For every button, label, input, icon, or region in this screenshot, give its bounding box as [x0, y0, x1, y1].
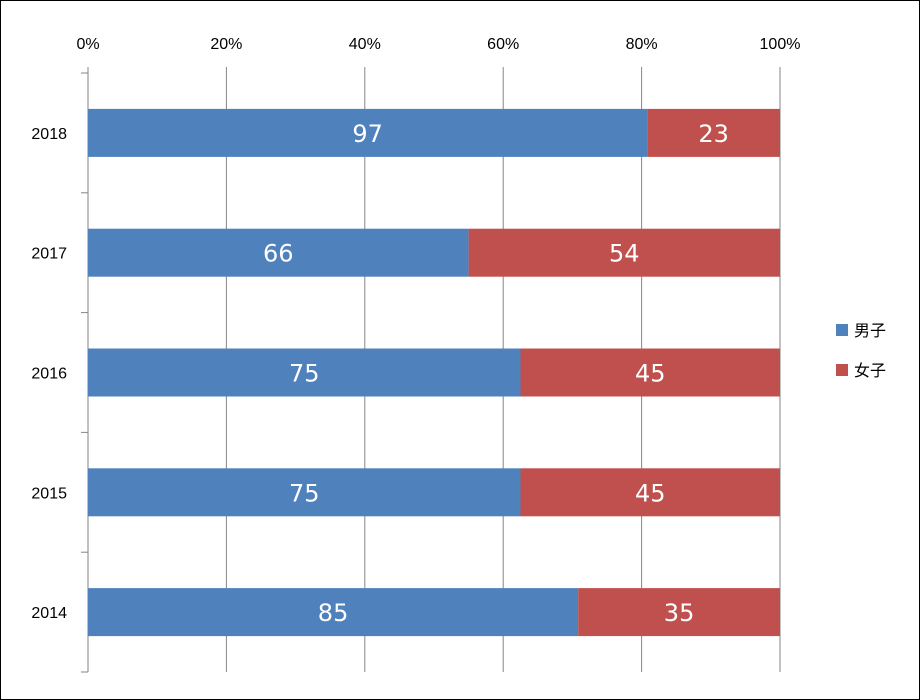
legend-swatch: [836, 364, 848, 376]
legend-swatch: [836, 324, 848, 336]
x-tick-label: 20%: [210, 36, 242, 53]
y-tick-label: 2016: [31, 366, 67, 383]
bar-series2: [520, 468, 780, 517]
data-label: 35: [664, 599, 695, 627]
y-tick-label: 2018: [31, 126, 67, 143]
data-label: 45: [635, 479, 666, 507]
x-tick-label: 0%: [76, 36, 99, 53]
data-label: 85: [318, 599, 349, 627]
x-tick-label: 80%: [626, 36, 658, 53]
bar-series1: [88, 108, 648, 157]
legend-label: 女子: [854, 361, 886, 380]
axes: 0% 20% 40% 60% 80% 100% 2018 2017 2016 2015 2014: [31, 36, 801, 673]
data-label: 97: [352, 120, 383, 148]
data-label: 45: [635, 360, 666, 388]
bar-series2: [578, 588, 780, 637]
data-label: 23: [698, 120, 729, 148]
x-tick-label: 40%: [349, 36, 381, 53]
data-label: 75: [289, 479, 320, 507]
bar-series1: [88, 228, 469, 277]
bars: [88, 108, 780, 637]
bar-series2: [647, 108, 780, 157]
data-label: 54: [609, 240, 640, 268]
y-tick-label: 2014: [31, 605, 67, 622]
legend-label: 男子: [854, 321, 886, 340]
bar-series2: [468, 228, 780, 277]
bar-series1: [88, 468, 521, 517]
x-tick-label: 60%: [487, 36, 519, 53]
data-label: 75: [289, 360, 320, 388]
bar-series2: [520, 348, 780, 397]
data-labels: 97 23 66 54 75 45 75 45 85 35: [263, 120, 729, 627]
y-tick-label: 2015: [31, 485, 67, 502]
y-tick-label: 2017: [31, 246, 67, 263]
bar-series1: [88, 348, 521, 397]
data-label: 66: [263, 240, 294, 268]
bar-series1: [88, 588, 579, 637]
x-tick-label: 100%: [760, 36, 801, 53]
